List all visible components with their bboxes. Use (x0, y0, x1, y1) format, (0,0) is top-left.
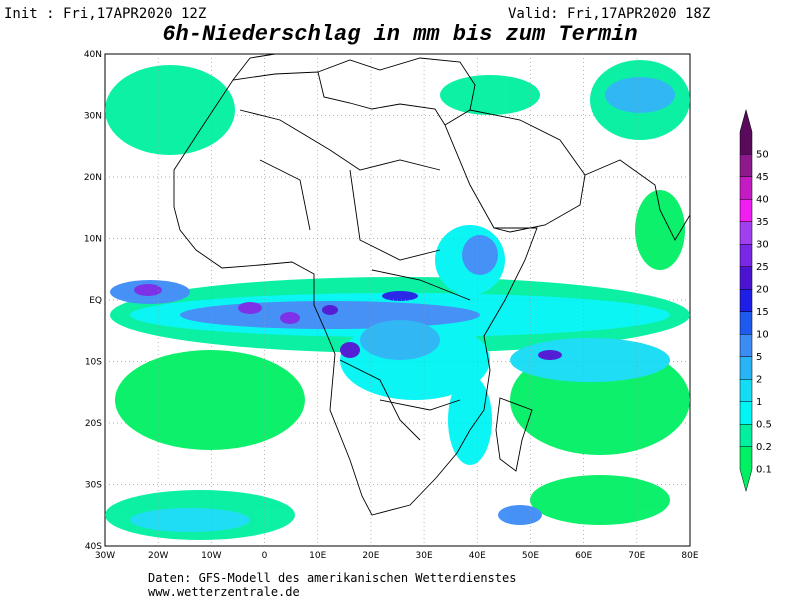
legend-label: 25 (756, 262, 769, 273)
legend-swatch (739, 244, 753, 267)
lon-label: 50E (522, 551, 539, 561)
legend-label: 20 (756, 284, 769, 295)
title: 6h-Niederschlag in mm bis zum Termin (162, 22, 637, 47)
legend-label: 30 (756, 239, 769, 250)
legend-label: 45 (756, 172, 769, 183)
lat-label: EQ (89, 296, 102, 306)
legend-swatch (739, 221, 753, 245)
longitude-labels: 30W 20W 10W 0 10E 20E 30E 40E 50E 60E 70E 80E (95, 551, 699, 561)
coastlines (173, 53, 691, 516)
lat-label: 10N (84, 235, 102, 245)
lon-label: 30W (95, 551, 115, 561)
legend-swatch (739, 334, 753, 357)
lon-label: 0 (262, 551, 268, 561)
legend-swatch (739, 154, 753, 177)
graticule (105, 54, 690, 546)
lat-label: 40N (84, 50, 102, 60)
lon-label: 10W (201, 551, 221, 561)
lat-label: 30S (85, 481, 102, 491)
lat-label: 40S (85, 542, 102, 552)
map: 30W 20W 10W 0 10E 20E 30E 40E 50E 60E 70E 80E 40N 30… (84, 50, 699, 561)
lat-label: 20S (85, 419, 102, 429)
legend-label: 35 (756, 217, 769, 228)
legend-label: 2 (756, 374, 762, 385)
lon-label: 60E (575, 551, 592, 561)
lat-label: 20N (84, 173, 102, 183)
legend-swatch (739, 289, 753, 312)
legend-swatch (739, 401, 753, 425)
lon-label: 20W (148, 551, 168, 561)
legend: 50 45 40 35 30 25 20 15 10 5 2 1 0.5 0.2 0.1 (739, 108, 772, 493)
legend-label: 1 (756, 397, 762, 408)
legend-label: 5 (756, 352, 762, 363)
legend-swatch (739, 424, 753, 447)
lon-label: 70E (628, 551, 645, 561)
legend-swatch (739, 446, 753, 493)
legend-label: 0.2 (756, 442, 772, 453)
legend-label: 0.1 (756, 464, 772, 475)
lon-label: 40E (469, 551, 486, 561)
legend-swatch (739, 108, 753, 155)
legend-label: 10 (756, 329, 769, 340)
latitude-labels: 40N 30N 20N 10N EQ 10S 20S 30S 40S (84, 50, 102, 552)
lat-label: 30N (84, 112, 102, 122)
lon-label: 30E (416, 551, 433, 561)
legend-swatch (739, 176, 753, 200)
legend-swatch (739, 266, 753, 290)
init-time: Init : Fri,17APR2020 12Z (4, 6, 206, 22)
legend-label: 15 (756, 307, 769, 318)
legend-label: 0.5 (756, 419, 772, 430)
lon-label: 20E (362, 551, 379, 561)
legend-label: 50 (756, 149, 769, 160)
legend-swatch (739, 199, 753, 222)
legend-swatch (739, 379, 753, 402)
legend-swatch (739, 356, 753, 380)
legend-label: 40 (756, 194, 769, 205)
lon-label: 10E (309, 551, 326, 561)
legend-swatch (739, 311, 753, 335)
lat-label: 10S (85, 358, 102, 368)
lon-label: 80E (681, 551, 698, 561)
footer-source: Daten: GFS-Modell des amerikanischen Wet… (148, 571, 516, 585)
valid-time: Valid: Fri,17APR2020 18Z (508, 6, 710, 22)
footer-url: www.wetterzentrale.de (148, 585, 300, 599)
precipitation (105, 60, 690, 540)
